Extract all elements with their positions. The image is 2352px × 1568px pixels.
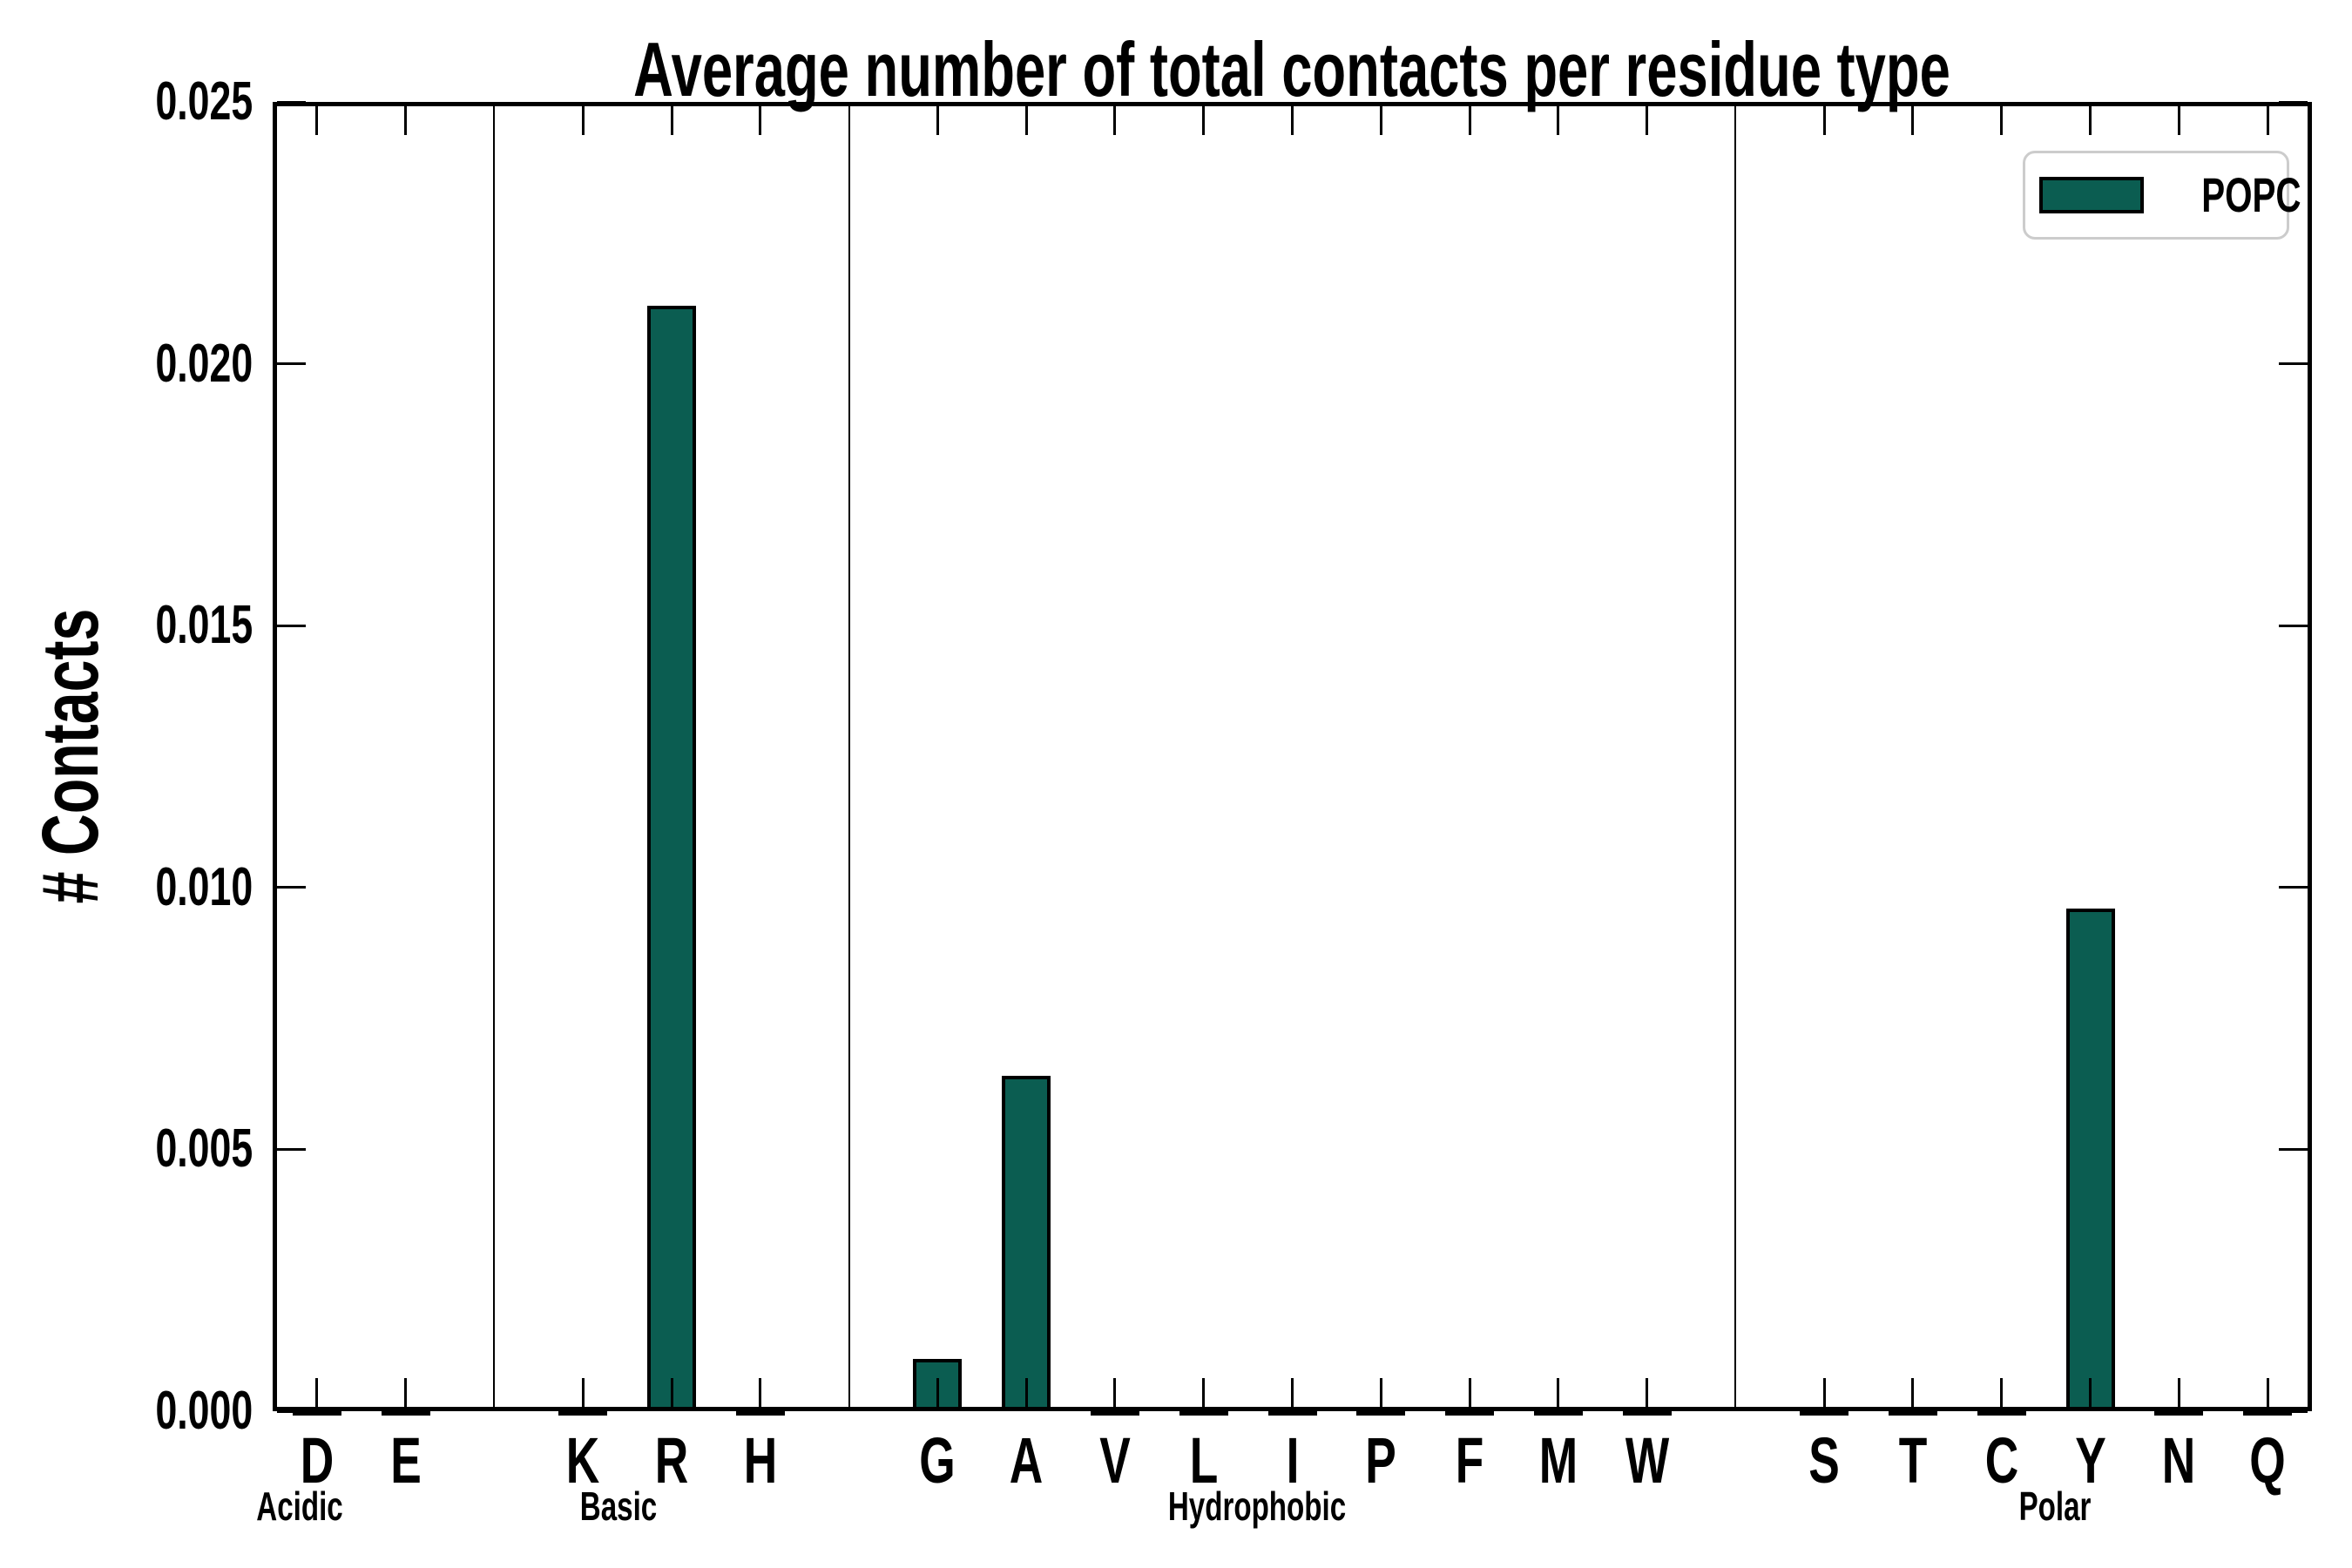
y-tick-label-0.010: 0.010	[155, 857, 253, 917]
x-tick-bottom-Y	[2089, 1378, 2092, 1407]
y-tick-right	[2279, 625, 2308, 627]
y-tick-right	[2279, 101, 2308, 104]
x-tick-top-Y	[2089, 106, 2092, 135]
x-tick-bottom-T	[1911, 1378, 1914, 1407]
y-tick-left	[277, 362, 306, 365]
x-tick-top-L	[1202, 106, 1205, 135]
x-tick-top-S	[1823, 106, 1826, 135]
legend-label: POPC	[2201, 167, 2301, 222]
x-tick-bottom-R	[671, 1378, 673, 1407]
group-label-hydrophobic: Hydrophobic	[1167, 1484, 1347, 1529]
bar-Y	[2066, 909, 2115, 1411]
x-tick-bottom-E	[404, 1378, 407, 1407]
x-tick-label-G: G	[919, 1424, 956, 1497]
x-tick-top-Q	[2267, 106, 2269, 135]
x-tick-bottom-N	[2178, 1378, 2180, 1407]
x-tick-label-K: K	[565, 1424, 600, 1497]
y-tick-label-0.000: 0.000	[155, 1381, 253, 1441]
x-tick-label-P: P	[1365, 1424, 1396, 1497]
bar-R	[647, 306, 696, 1411]
x-tick-bottom-Q	[2267, 1378, 2269, 1407]
x-tick-top-A	[1025, 106, 1028, 135]
x-tick-top-I	[1291, 106, 1294, 135]
y-tick-right	[2279, 1410, 2308, 1413]
x-tick-top-P	[1380, 106, 1382, 135]
x-tick-label-V: V	[1099, 1424, 1131, 1497]
x-tick-bottom-I	[1291, 1378, 1294, 1407]
y-axis-label: # Contacts	[26, 608, 115, 904]
x-tick-top-W	[1646, 106, 1648, 135]
x-tick-top-C	[2000, 106, 2003, 135]
group-separator	[848, 102, 850, 1411]
x-tick-label-H: H	[743, 1424, 778, 1497]
y-tick-left	[277, 1148, 306, 1151]
x-tick-bottom-A	[1025, 1378, 1028, 1407]
x-tick-top-T	[1911, 106, 1914, 135]
plot-frame	[273, 102, 2312, 1411]
x-tick-label-I: I	[1286, 1424, 1300, 1497]
x-tick-label-R: R	[654, 1424, 689, 1497]
x-tick-label-S: S	[1808, 1424, 1840, 1497]
x-tick-top-H	[759, 106, 761, 135]
y-tick-left	[277, 625, 306, 627]
plot-area: POPC	[273, 101, 2312, 1416]
x-tick-top-D	[315, 106, 318, 135]
y-tick-label-0.020: 0.020	[155, 334, 253, 394]
x-tick-bottom-C	[2000, 1378, 2003, 1407]
x-tick-bottom-W	[1646, 1378, 1648, 1407]
y-tick-left	[277, 101, 306, 104]
x-tick-top-M	[1557, 106, 1559, 135]
x-tick-top-G	[936, 106, 939, 135]
legend-swatch	[2039, 177, 2144, 213]
y-tick-label-0.015: 0.015	[155, 595, 253, 655]
y-tick-left	[277, 886, 306, 889]
x-tick-label-A: A	[1009, 1424, 1044, 1497]
x-tick-bottom-V	[1113, 1378, 1116, 1407]
y-tick-right	[2279, 362, 2308, 365]
x-tick-top-R	[671, 106, 673, 135]
chart-title: Average number of total contacts per res…	[633, 26, 1950, 112]
x-tick-label-L: L	[1189, 1424, 1219, 1497]
x-tick-top-V	[1113, 106, 1116, 135]
y-tick-right	[2279, 886, 2308, 889]
group-label-acidic: Acidic	[256, 1484, 343, 1529]
group-separator	[1734, 102, 1736, 1411]
x-tick-label-D: D	[300, 1424, 335, 1497]
x-tick-top-E	[404, 106, 407, 135]
y-tick-label-0.025: 0.025	[155, 71, 253, 132]
x-tick-bottom-G	[936, 1378, 939, 1407]
x-tick-label-F: F	[1455, 1424, 1484, 1497]
group-label-polar: Polar	[2018, 1484, 2092, 1529]
x-tick-label-N: N	[2161, 1424, 2196, 1497]
x-tick-top-N	[2178, 106, 2180, 135]
x-tick-bottom-M	[1557, 1378, 1559, 1407]
x-tick-top-K	[582, 106, 585, 135]
x-tick-label-W: W	[1625, 1424, 1670, 1497]
x-tick-label-Q: Q	[2249, 1424, 2286, 1497]
x-tick-top-F	[1469, 106, 1471, 135]
x-tick-label-E: E	[390, 1424, 422, 1497]
x-tick-label-T: T	[1898, 1424, 1928, 1497]
x-tick-bottom-K	[582, 1378, 585, 1407]
x-tick-label-M: M	[1538, 1424, 1578, 1497]
x-tick-label-Y: Y	[2075, 1424, 2106, 1497]
x-tick-bottom-P	[1380, 1378, 1382, 1407]
group-label-basic: Basic	[579, 1484, 658, 1529]
x-tick-label-C: C	[1984, 1424, 2019, 1497]
x-tick-bottom-D	[315, 1378, 318, 1407]
x-tick-bottom-S	[1823, 1378, 1826, 1407]
y-tick-right	[2279, 1148, 2308, 1151]
legend: POPC	[2023, 151, 2301, 240]
y-tick-left	[277, 1410, 306, 1413]
x-tick-bottom-F	[1469, 1378, 1471, 1407]
x-tick-bottom-L	[1202, 1378, 1205, 1407]
y-tick-label-0.005: 0.005	[155, 1119, 253, 1179]
group-separator	[493, 102, 495, 1411]
x-tick-bottom-H	[759, 1378, 761, 1407]
